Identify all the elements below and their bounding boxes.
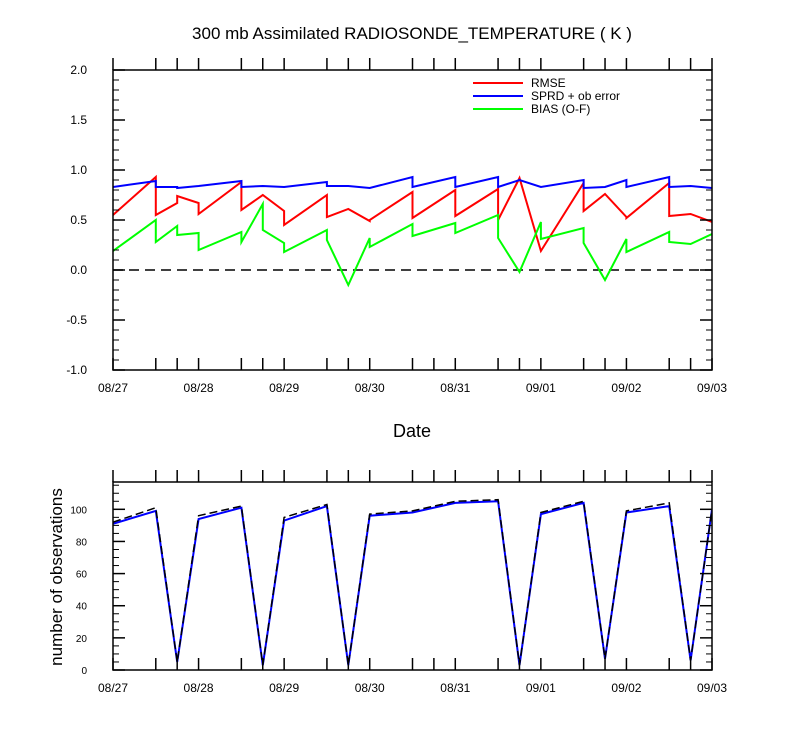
top-series-group [113, 174, 712, 288]
y-axis-label-observations: number of observations [47, 488, 66, 666]
bottom-y-tick-label: 60 [76, 570, 88, 581]
top-plot-frame [112, 69, 713, 371]
legend-label-2: BIAS (O-F) [531, 102, 590, 116]
top-y-tick-label: -0.5 [66, 313, 87, 327]
bottom-x-tick-label: 08/28 [184, 681, 214, 695]
bottom-x-tick-label: 08/31 [440, 681, 470, 695]
top-x-tick-label: 09/01 [526, 381, 556, 395]
top-x-tick-label: 08/31 [440, 381, 470, 395]
top-series-sprd-ob-error-line [113, 175, 712, 190]
bottom-y-tick-label: 100 [70, 505, 87, 516]
bottom-series-group [113, 498, 712, 666]
top-y-tick-label: 1.0 [70, 163, 87, 177]
bottom-y-tick-label: 80 [76, 537, 88, 548]
top-series-rmse-line [113, 174, 712, 254]
top-x-tick-label: 08/29 [269, 381, 299, 395]
bottom-x-tick-label: 09/01 [526, 681, 556, 695]
top-y-tick-label: 0.5 [70, 213, 87, 227]
top-y-tick-label: 0.0 [70, 263, 87, 277]
top-x-tick-label: 09/03 [697, 381, 727, 395]
bottom-plot-area: 08/27 08/28 08/29 08/30 08/31 09/01 09/02 09/03… [70, 470, 727, 695]
top-y-tick-label: -1.0 [66, 363, 87, 377]
top-plot-area: 08/27 08/28 08/29 08/30 08/31 09/01 09/02 09/03… [66, 58, 727, 395]
bottom-series-observations-dashed-line [113, 498, 712, 666]
bottom-x-tick-label: 08/29 [269, 681, 299, 695]
x-axis-label: Date [393, 421, 431, 441]
bottom-x-tick-label: 08/27 [98, 681, 128, 695]
top-y-tick-label: 2.0 [70, 63, 87, 77]
bottom-series-observations-blue-line [113, 500, 712, 666]
top-y-tick-label: 1.5 [70, 113, 87, 127]
top-x-tick-label: 09/02 [611, 381, 641, 395]
bottom-x-tick-label: 08/30 [355, 681, 385, 695]
top-x-tick-label: 08/27 [98, 381, 128, 395]
legend-label-1: SPRD + ob error [531, 89, 620, 103]
chart-title: 300 mb Assimilated RADIOSONDE_TEMPERATUR… [192, 24, 632, 43]
top-x-tick-label: 08/28 [184, 381, 214, 395]
top-series-bias-o-f-line [113, 200, 712, 288]
bottom-x-tick-label: 09/03 [697, 681, 727, 695]
bottom-y-tick-label: 20 [76, 634, 88, 645]
legend-label-0: RMSE [531, 76, 566, 90]
bottom-y-tick-label: 0 [81, 666, 87, 677]
bottom-y-tick-label: 40 [76, 602, 88, 613]
top-x-tick-label: 08/30 [355, 381, 385, 395]
bottom-x-tick-label: 09/02 [611, 681, 641, 695]
